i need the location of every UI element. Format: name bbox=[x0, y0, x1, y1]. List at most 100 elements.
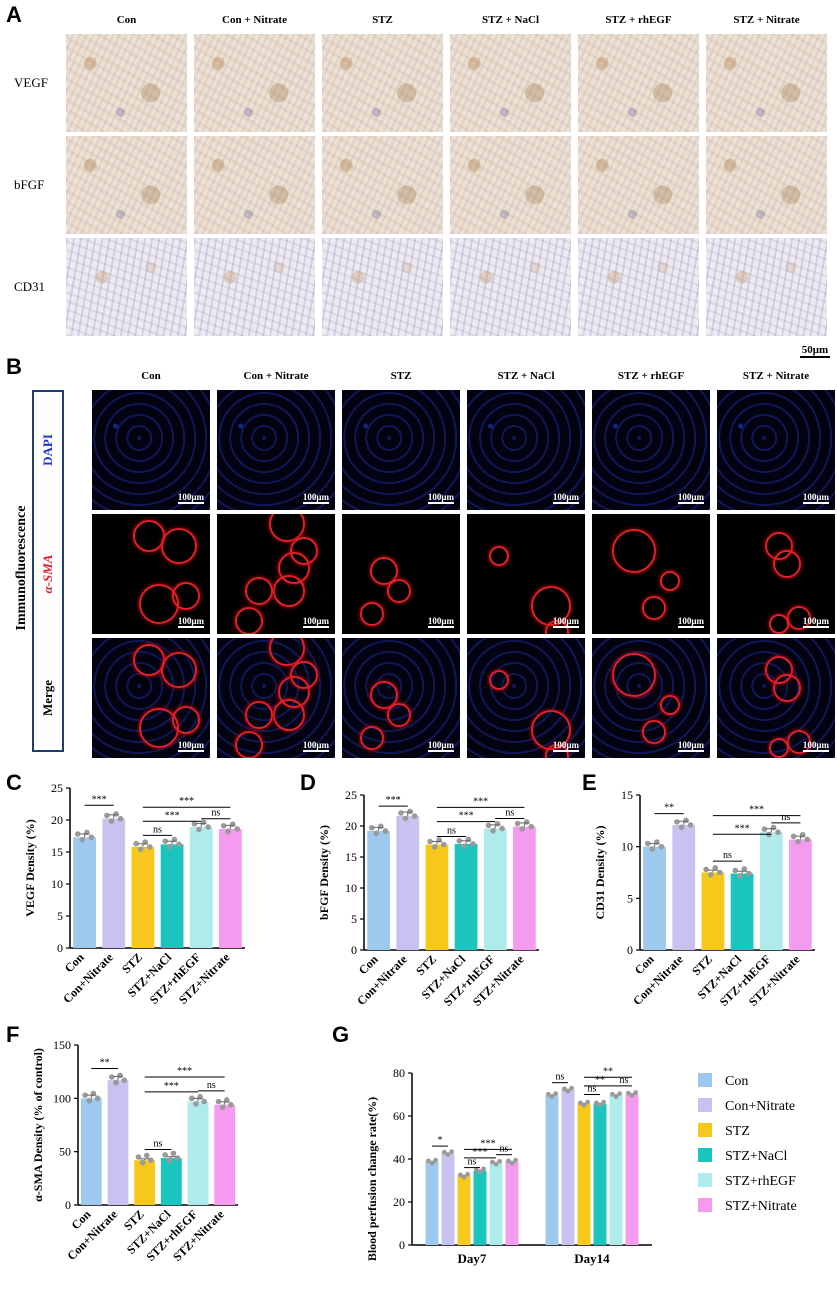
y-tick-label: 0 bbox=[57, 941, 63, 955]
data-point bbox=[86, 1097, 93, 1104]
y-tick-label: 20 bbox=[345, 819, 357, 833]
if-image-tile: 100μm bbox=[342, 514, 460, 634]
significance-label: ns bbox=[153, 824, 162, 835]
panel-g-label: G bbox=[332, 1022, 350, 1047]
sma-vessel-ring bbox=[612, 653, 656, 697]
data-point bbox=[234, 826, 241, 832]
data-point bbox=[431, 844, 438, 850]
data-point bbox=[577, 1100, 583, 1106]
if-row-label-box bbox=[32, 390, 64, 752]
y-tick-label: 60 bbox=[393, 1109, 405, 1123]
data-point bbox=[461, 843, 467, 850]
data-point bbox=[804, 836, 811, 843]
bar bbox=[214, 1104, 236, 1205]
significance-label: ns bbox=[500, 1144, 509, 1155]
if-scalebar: 100μm bbox=[677, 492, 705, 504]
bar bbox=[457, 1176, 471, 1245]
data-point bbox=[649, 846, 656, 852]
if-image-tile: 100μm bbox=[592, 638, 710, 758]
data-point bbox=[505, 1158, 511, 1164]
y-tick-label: 0 bbox=[351, 943, 357, 957]
scalebar-a-bar bbox=[800, 356, 830, 358]
panel-e-label: E bbox=[582, 770, 597, 795]
data-point bbox=[191, 821, 198, 827]
data-point bbox=[561, 1086, 567, 1092]
bar bbox=[80, 1098, 102, 1205]
y-tick-label: 0 bbox=[65, 1198, 71, 1212]
panel-a-label: A bbox=[6, 2, 22, 27]
sma-vessel-ring bbox=[642, 596, 666, 620]
ihc-image-tile bbox=[450, 238, 571, 336]
sma-vessel-ring bbox=[660, 571, 680, 591]
data-point bbox=[402, 815, 409, 822]
y-tick-label: 0 bbox=[627, 943, 633, 957]
data-point bbox=[440, 841, 447, 848]
data-point bbox=[146, 844, 153, 850]
bar bbox=[160, 844, 184, 948]
data-point bbox=[485, 822, 492, 829]
sma-vessel-ring bbox=[245, 701, 273, 729]
ihc-image-tile bbox=[450, 136, 571, 234]
significance-label: *** bbox=[92, 794, 107, 805]
if-image-tile: 100μm bbox=[217, 390, 335, 510]
data-point bbox=[176, 841, 182, 848]
ihc-image-tile bbox=[194, 34, 315, 132]
data-point bbox=[465, 1171, 471, 1177]
bar bbox=[131, 846, 155, 948]
bar bbox=[134, 1160, 156, 1205]
significance-label: ns bbox=[620, 1075, 629, 1086]
sma-vessel-ring bbox=[273, 699, 305, 731]
y-axis-label: CD31 Density (%) bbox=[593, 826, 607, 920]
sma-vessel-ring bbox=[245, 577, 273, 605]
data-point bbox=[201, 1098, 208, 1105]
panel-b-col-header: STZ + Nitrate bbox=[742, 370, 810, 382]
significance-label: ns bbox=[723, 850, 732, 861]
data-point bbox=[82, 1092, 88, 1098]
x-tick-label: Con bbox=[356, 952, 381, 977]
sma-vessel-ring bbox=[773, 674, 801, 702]
data-point bbox=[441, 1149, 447, 1155]
legend-swatch bbox=[698, 1073, 712, 1087]
data-point bbox=[94, 1095, 101, 1102]
sma-vessel-ring bbox=[290, 661, 318, 689]
data-point bbox=[425, 1158, 431, 1164]
significance-label: ** bbox=[100, 1057, 110, 1068]
significance-label: ** bbox=[595, 1075, 605, 1086]
bar bbox=[187, 1101, 209, 1205]
data-point bbox=[519, 826, 525, 832]
sma-vessel-ring bbox=[787, 730, 811, 754]
sma-vessel-ring bbox=[269, 514, 305, 542]
data-point bbox=[108, 818, 115, 824]
if-image-tile: 100μm bbox=[717, 390, 835, 510]
bar bbox=[561, 1090, 575, 1245]
data-point bbox=[137, 846, 144, 853]
y-tick-label: 15 bbox=[345, 850, 357, 864]
if-image-tile: 100μm bbox=[717, 514, 835, 634]
data-point bbox=[549, 1094, 555, 1099]
ihc-image-tile bbox=[578, 136, 699, 234]
data-point bbox=[398, 810, 404, 816]
data-point bbox=[215, 1098, 222, 1105]
data-point bbox=[513, 1157, 519, 1163]
if-scalebar: 100μm bbox=[427, 616, 455, 628]
data-point bbox=[609, 1091, 615, 1097]
y-axis-label: bFGF Density (%) bbox=[317, 825, 331, 920]
legend-swatch bbox=[698, 1148, 712, 1162]
significance-label: *** bbox=[459, 811, 474, 822]
panel-a-col-header: STZ + Nitrate bbox=[733, 14, 800, 26]
bar bbox=[577, 1104, 591, 1245]
data-point bbox=[205, 824, 211, 830]
significance-label: ** bbox=[603, 1066, 613, 1077]
data-point bbox=[712, 865, 718, 871]
data-point bbox=[737, 873, 743, 879]
data-point bbox=[514, 820, 521, 827]
if-scalebar: 100μm bbox=[427, 740, 455, 752]
panel-b-col-header: STZ bbox=[390, 370, 412, 382]
data-point bbox=[585, 1099, 591, 1105]
ihc-image-tile bbox=[706, 34, 827, 132]
y-tick-label: 5 bbox=[627, 891, 633, 905]
bar bbox=[545, 1095, 559, 1245]
data-point bbox=[493, 1161, 499, 1167]
